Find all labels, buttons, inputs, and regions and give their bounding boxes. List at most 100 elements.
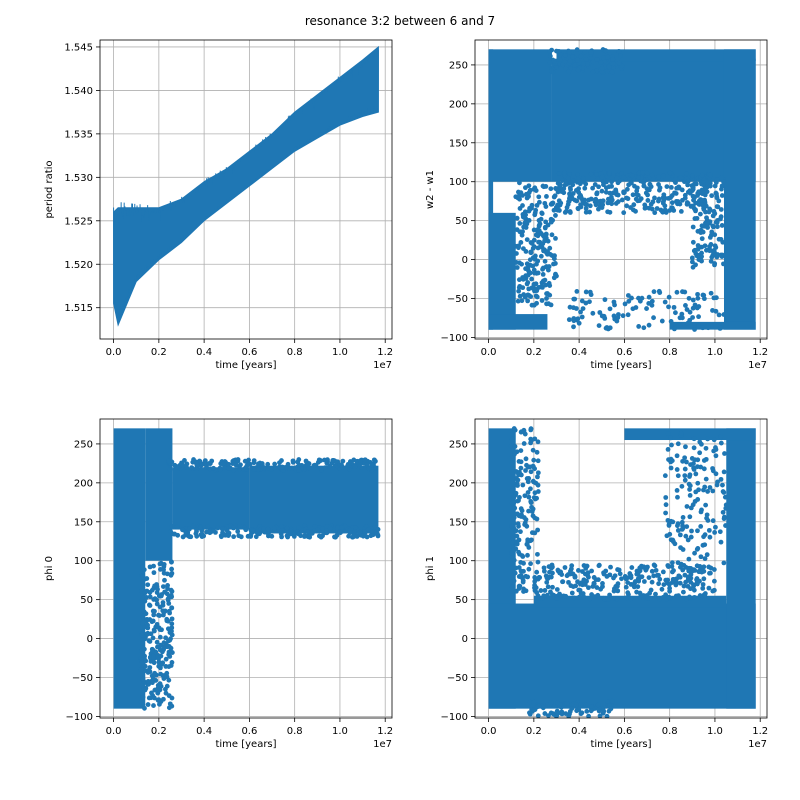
scatter-point <box>705 489 711 494</box>
y-tick-label: 1.525 <box>64 216 93 227</box>
scatter-point <box>694 305 700 311</box>
scatter-point <box>527 257 533 263</box>
y-tick-label: −100 <box>441 333 468 344</box>
scatter-point <box>695 457 701 463</box>
scatter-point <box>529 276 535 282</box>
scatter-point <box>526 494 532 500</box>
scatter-point <box>720 239 726 245</box>
scatter-point <box>535 482 541 488</box>
scatter-point <box>707 534 713 540</box>
scatter-point <box>512 444 518 449</box>
scatter-point <box>572 574 578 580</box>
scatter-point <box>569 563 575 569</box>
scatter-point <box>694 215 700 221</box>
scatter-point <box>717 529 723 535</box>
x-tick-label: 1.2 <box>377 726 393 737</box>
y-tick-label: 50 <box>455 216 468 227</box>
scatter-point <box>157 701 162 707</box>
scatter-point <box>157 613 162 618</box>
scatter-point <box>580 591 586 596</box>
x-tick-label: 0.0 <box>106 347 122 358</box>
scatter-point <box>649 568 655 574</box>
scatter-point <box>679 187 685 193</box>
x-tick-label: 0.6 <box>241 726 257 737</box>
scatter-point <box>169 616 175 622</box>
scatter-point <box>628 205 633 210</box>
scatter-point <box>519 508 525 514</box>
scatter-point <box>238 462 243 468</box>
x-tick-label: 0.6 <box>241 347 257 358</box>
scatter-point <box>574 306 579 311</box>
scatter-point <box>694 577 699 583</box>
scatter-point <box>574 288 580 294</box>
scatter-point <box>646 294 652 300</box>
scatter-point <box>174 524 180 530</box>
scatter-point <box>703 203 709 209</box>
scatter-point <box>714 482 720 488</box>
scatter-point <box>617 571 623 577</box>
scatter-point <box>529 202 535 208</box>
scatter-point <box>575 67 581 73</box>
scatter-point <box>654 573 660 578</box>
scatter-point <box>718 214 724 220</box>
scatter-point <box>163 635 169 641</box>
scatter-point <box>154 584 160 590</box>
scatter-point <box>555 567 561 573</box>
scatter-point <box>546 574 552 580</box>
scatter-point <box>272 461 278 467</box>
scatter-point <box>600 202 606 208</box>
scatter-point <box>628 573 634 579</box>
x-tick-label: 1.2 <box>752 347 768 358</box>
scatter-point <box>720 482 725 488</box>
scatter-point <box>570 701 576 707</box>
scatter-point <box>233 462 239 468</box>
scatter-point <box>162 686 168 692</box>
scatter-point <box>513 260 519 265</box>
scatter-point <box>219 526 225 532</box>
scatter-point <box>220 461 226 467</box>
scatter-point <box>619 197 625 203</box>
scatter-point <box>139 632 145 638</box>
scatter-density-band <box>551 58 756 182</box>
scatter-density-band <box>249 465 379 534</box>
scatter-point <box>660 173 666 179</box>
scatter-point <box>306 465 312 471</box>
scatter-point <box>540 271 546 277</box>
scatter-point <box>557 184 563 190</box>
scatter-point <box>560 579 566 585</box>
scatter-point <box>585 61 590 67</box>
scatter-point <box>704 247 709 253</box>
scatter-point <box>190 523 196 529</box>
scatter-point <box>677 315 683 321</box>
scatter-point <box>698 197 704 203</box>
y-tick-label: −100 <box>441 712 468 723</box>
scatter-point <box>548 186 554 192</box>
scatter-point <box>530 513 536 519</box>
scatter-point <box>166 677 172 683</box>
axes-frame <box>474 39 768 340</box>
scatter-point <box>157 681 163 687</box>
scatter-point <box>265 526 271 532</box>
scatter-point <box>703 209 708 215</box>
scatter-point <box>678 430 684 436</box>
scatter-point <box>616 49 622 54</box>
axes-frame <box>99 39 393 340</box>
scatter-point <box>663 502 669 508</box>
scatter-point <box>546 564 552 569</box>
scatter-point <box>165 618 171 624</box>
scatter-point <box>577 181 583 187</box>
scatter-point <box>535 270 541 276</box>
subplot-w2-w1: 0.0 0.2 0.4 0.6 0.8 1.0 1.2 −100 −50 0 50 100 150 200… <box>425 39 768 371</box>
scatter-point <box>530 463 536 469</box>
scatter-point <box>532 578 538 584</box>
scatter-point <box>520 428 526 434</box>
scatter-point <box>169 659 175 665</box>
scatter-point <box>536 194 542 200</box>
scatter-point <box>169 605 175 611</box>
scatter-point <box>526 566 532 572</box>
scatter-point <box>575 57 580 63</box>
scatter-point <box>373 465 378 471</box>
scatter-point <box>529 537 534 543</box>
axes-frame <box>474 418 768 719</box>
scatter-point <box>515 298 521 304</box>
